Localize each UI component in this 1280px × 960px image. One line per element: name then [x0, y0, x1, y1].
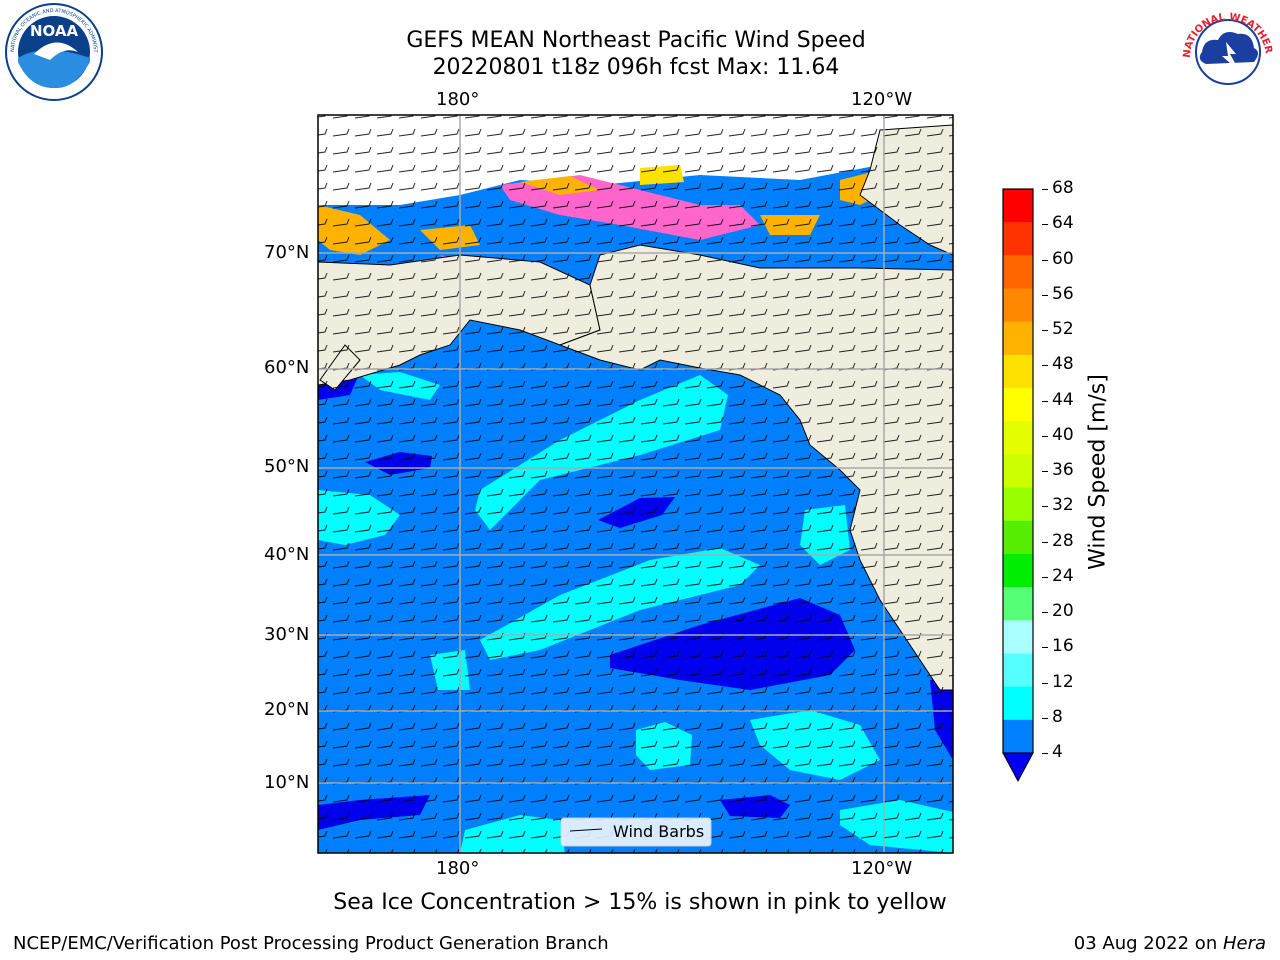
colorbar-segment	[1003, 354, 1033, 389]
colorbar-segment	[1003, 520, 1033, 555]
lon-label-top-120w: 120°W	[851, 89, 913, 110]
colorbar-tick-mark	[1042, 682, 1048, 684]
credit-text: NCEP/EMC/Verification Post Processing Pr…	[13, 933, 609, 954]
colorbar-segment	[1003, 587, 1033, 621]
noaa-logo: NOAA NATIONAL OCEANIC AND ATMOSPHERIC AD…	[1, 0, 104, 102]
colorbar-ticks: 68 64 60 56 52 48 44 40 36 32 28 24 20 16 12 8 4	[1040, 178, 1100, 780]
legend-label: Wind Barbs	[613, 822, 704, 841]
lat-label-40n: 40°N	[264, 544, 310, 565]
colorbar-tick-label: 8	[1052, 706, 1063, 727]
machine-name: Hera	[1222, 933, 1266, 954]
sea-ice-note: Sea Ice Concentration > 15% is shown in …	[333, 890, 947, 915]
chart-title-line2: 20220801 t18z 096h fcst Max: 11.64	[432, 55, 840, 80]
colorbar-segment	[1003, 553, 1033, 588]
wind-barbs-legend: Wind Barbs	[560, 817, 712, 847]
lon-label-top-180: 180°	[436, 89, 480, 110]
colorbar-under-triangle	[1002, 752, 1034, 783]
lon-label-bottom-120w: 120°W	[851, 858, 913, 879]
colorbar-tick-mark	[1042, 365, 1048, 367]
colorbar-tick-label: 60	[1052, 248, 1074, 269]
date-text: 03 Aug 2022 on Hera	[1073, 933, 1266, 954]
lat-label-70n: 70°N	[264, 242, 310, 263]
lat-label-20n: 20°N	[264, 699, 310, 720]
colorbar-tick-mark	[1042, 330, 1048, 331]
colorbar-tick-label: 4	[1052, 742, 1063, 762]
chart-title-line1: GEFS MEAN Northeast Pacific Wind Speed	[406, 28, 866, 53]
colorbar-segment	[1003, 255, 1033, 290]
colorbar-segment	[1003, 487, 1033, 522]
colorbar-tick-label: 40	[1052, 424, 1074, 445]
lat-label-50n: 50°N	[264, 456, 310, 477]
colorbar-tick-mark	[1042, 224, 1048, 226]
colorbar-tick-label: 16	[1052, 636, 1074, 657]
colorbar-tick-mark	[1042, 259, 1048, 261]
colorbar-tick-label: 52	[1052, 319, 1074, 339]
colorbar-segment	[1003, 620, 1033, 654]
colorbar-segment	[1003, 686, 1033, 721]
lon-label-bottom-180: 180°	[436, 858, 480, 879]
colorbar-tick-label: 12	[1052, 671, 1074, 692]
map-frame	[317, 114, 954, 854]
colorbar-tick-label: 44	[1052, 389, 1074, 410]
colorbar-tick-mark	[1042, 612, 1048, 613]
colorbar-tick-mark	[1042, 717, 1048, 719]
colorbar	[1002, 188, 1034, 783]
colorbar-tick-label: 56	[1052, 283, 1074, 304]
colorbar-tick-label: 64	[1052, 213, 1074, 234]
colorbar-tick-label: 32	[1052, 495, 1074, 516]
colorbar-tick-mark	[1042, 471, 1048, 472]
colorbar-segment	[1003, 321, 1033, 356]
colorbar-tick-label: 68	[1052, 178, 1074, 198]
wind-barbs	[318, 115, 953, 853]
colorbar-tick-mark	[1042, 294, 1048, 296]
colorbar-tick-label: 24	[1052, 565, 1074, 586]
colorbar-tick-mark	[1042, 189, 1048, 190]
lat-label-30n: 30°N	[264, 624, 310, 645]
colorbar-tick-mark	[1042, 435, 1048, 437]
colorbar-segment	[1003, 454, 1033, 489]
colorbar-segment	[1003, 288, 1033, 323]
colorbar-tick-mark	[1042, 541, 1048, 543]
colorbar-tick-mark	[1042, 506, 1048, 508]
colorbar-tick-label: 28	[1052, 530, 1074, 551]
colorbar-tick-mark	[1042, 400, 1048, 402]
colorbar-tick-mark	[1042, 647, 1048, 649]
colorbar-tick-mark	[1042, 753, 1048, 754]
colorbar-tick-label: 20	[1052, 601, 1074, 621]
colorbar-tick-label: 36	[1052, 460, 1074, 480]
lat-label-10n: 10°N	[264, 772, 310, 793]
lat-label-60n: 60°N	[264, 357, 310, 378]
nws-logo: NATIONAL WEATHER SERVICE	[1174, 0, 1278, 102]
colorbar-segment	[1003, 222, 1033, 256]
colorbar-segment	[1003, 653, 1033, 688]
svg-text:NOAA: NOAA	[30, 22, 79, 40]
colorbar-segment	[1003, 421, 1033, 455]
colorbar-segment	[1003, 388, 1033, 422]
colorbar-tick-mark	[1042, 576, 1048, 578]
colorbar-tick-label: 48	[1052, 354, 1074, 375]
colorbar-segment	[1003, 189, 1033, 223]
graticule	[318, 115, 953, 853]
colorbar-segment	[1003, 719, 1033, 754]
